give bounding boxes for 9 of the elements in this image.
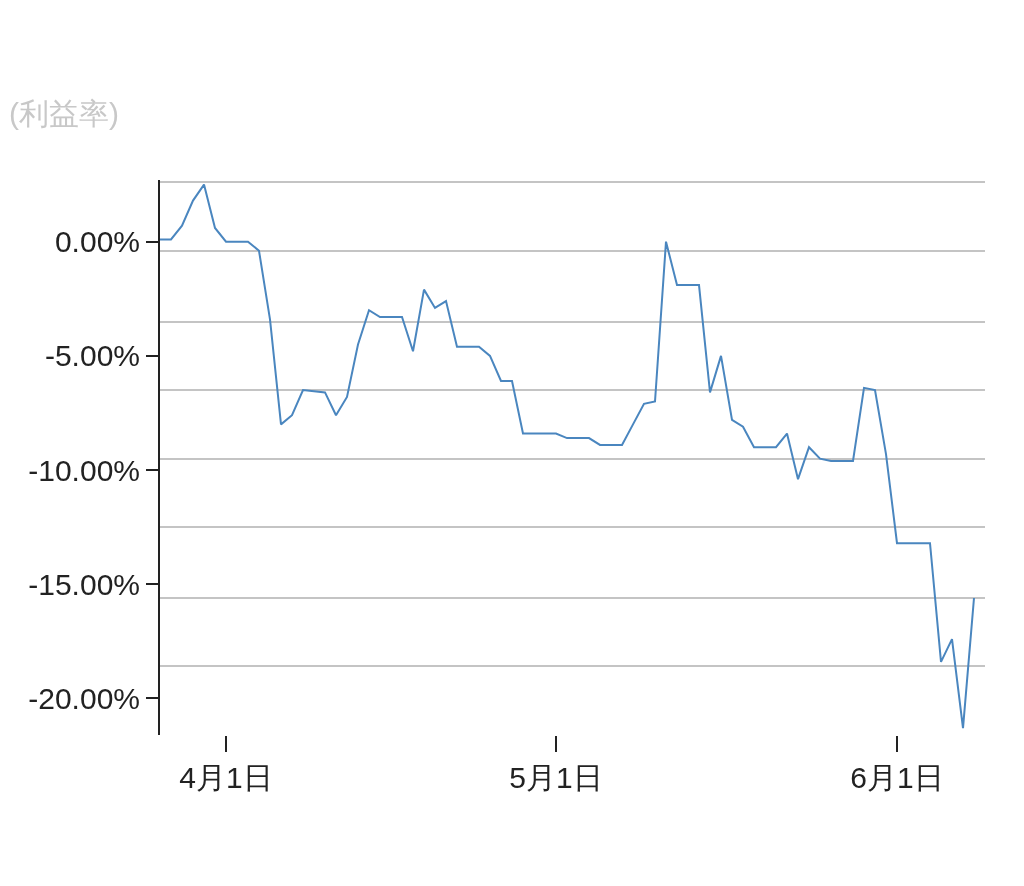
y-tick-label: -20.00% [28, 681, 140, 715]
line-series [160, 183, 975, 730]
y-tick-label: 0.00% [54, 225, 140, 259]
x-tick-label: 5月1日 [509, 761, 603, 794]
y-tick-label: -15.00% [28, 567, 140, 601]
y-tick-label: -5.00% [44, 339, 140, 373]
y-tick-label: -10.00% [28, 453, 140, 487]
x-tick-label: 6月1日 [850, 761, 944, 794]
x-tick-label: 4月1日 [179, 761, 273, 794]
